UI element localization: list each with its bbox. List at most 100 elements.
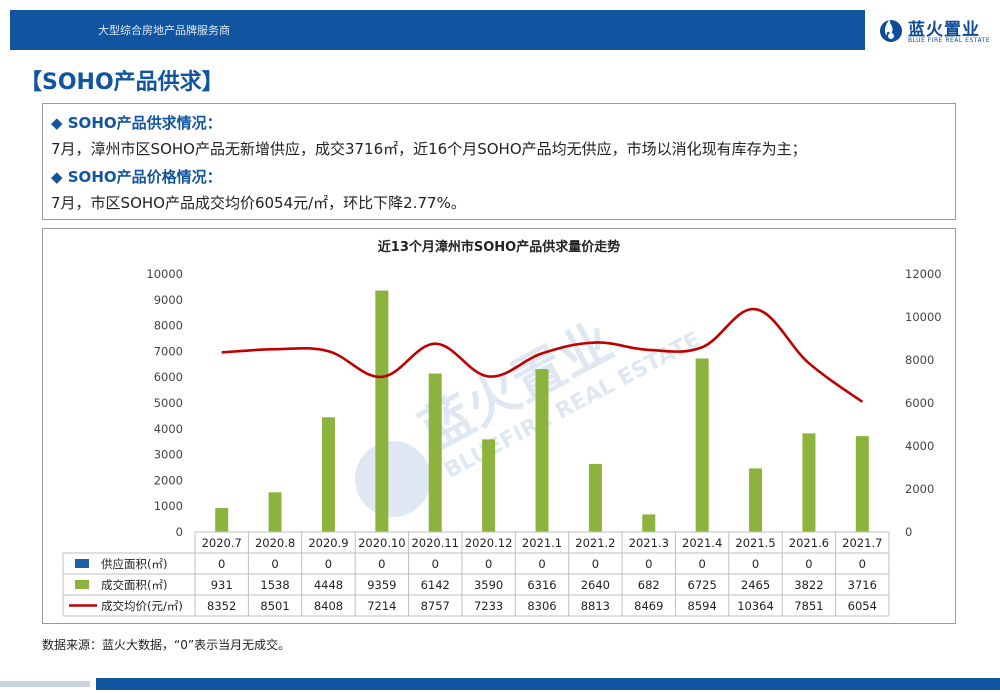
y-left-tick-label: 3000 xyxy=(154,448,183,462)
table-data-label: 0 xyxy=(752,557,759,571)
table-data-label: 7214 xyxy=(367,599,396,613)
legend-series-name: 成交面积(㎡) xyxy=(101,578,167,592)
legend-deal-swatch xyxy=(75,580,89,589)
footer-accent xyxy=(0,681,90,687)
y-left-tick-label: 7000 xyxy=(154,344,183,358)
y-left-tick-label: 0 xyxy=(176,525,183,539)
x-category-label: 2020.8 xyxy=(255,536,295,550)
chart-panel: 蓝火置业 BLUEFIRE REAL ESTATE 近13个月漳州市SOHO产品供求… xyxy=(42,228,956,624)
legend-series-name: 供应面积(㎡) xyxy=(101,557,167,571)
y-left-tick-label: 1000 xyxy=(154,499,183,513)
deal-area-bar xyxy=(268,492,282,532)
table-data-label: 931 xyxy=(211,578,233,592)
table-data-label: 0 xyxy=(592,557,599,571)
flame-logo-icon xyxy=(880,18,902,42)
table-data-label: 6142 xyxy=(421,578,450,592)
table-data-label: 6054 xyxy=(848,599,877,613)
table-data-label: 8469 xyxy=(634,599,663,613)
table-data-label: 8813 xyxy=(581,599,610,613)
table-data-label: 0 xyxy=(485,557,492,571)
table-data-label: 0 xyxy=(538,557,545,571)
y-left-tick-label: 8000 xyxy=(154,319,183,333)
table-data-label: 7233 xyxy=(474,599,503,613)
y-left-tick-label: 2000 xyxy=(154,473,183,487)
header-tagline: 大型综合房地产品牌服务商 xyxy=(98,24,230,37)
deal-area-bar xyxy=(642,514,656,532)
table-data-label: 3716 xyxy=(848,578,877,592)
y-right-tick-label: 6000 xyxy=(905,396,934,410)
table-data-label: 8757 xyxy=(421,599,450,613)
table-data-label: 2640 xyxy=(581,578,610,592)
legend-supply-swatch xyxy=(75,559,89,568)
x-category-label: 2020.10 xyxy=(358,536,406,550)
deal-area-bar xyxy=(802,433,816,532)
table-data-label: 1538 xyxy=(260,578,289,592)
avg-price-line xyxy=(221,307,864,403)
x-category-label: 2021.1 xyxy=(522,536,562,550)
table-data-label: 10364 xyxy=(737,599,774,613)
y-right-tick-label: 10000 xyxy=(905,310,942,324)
table-data-label: 8501 xyxy=(260,599,289,613)
x-category-label: 2020.11 xyxy=(411,536,459,550)
y-left-tick-label: 5000 xyxy=(154,396,183,410)
table-data-label: 2465 xyxy=(741,578,770,592)
table-data-label: 0 xyxy=(325,557,332,571)
deal-area-bar xyxy=(588,463,602,532)
table-data-label: 6316 xyxy=(527,578,556,592)
table-data-label: 0 xyxy=(218,557,225,571)
table-data-label: 4448 xyxy=(314,578,343,592)
legend-series-name: 成交均价(元/㎡) xyxy=(101,599,183,613)
table-data-label: 682 xyxy=(638,578,660,592)
y-right-tick-label: 0 xyxy=(905,525,912,539)
footer-bar xyxy=(96,678,1000,690)
x-category-label: 2021.2 xyxy=(575,536,615,550)
table-data-label: 7851 xyxy=(794,599,823,613)
table-data-label: 0 xyxy=(645,557,652,571)
table-data-label: 0 xyxy=(698,557,705,571)
supply-heading: ◆ SOHO产品供求情况： xyxy=(51,114,222,132)
summary-box: ◆ SOHO产品供求情况： 7月，漳州市区SOHO产品无新增供应，成交3716㎡… xyxy=(42,103,956,220)
watermark-flame-icon xyxy=(355,441,431,517)
table-data-label: 0 xyxy=(271,557,278,571)
deal-area-bar xyxy=(428,373,442,532)
deal-area-bar xyxy=(749,468,763,532)
y-left-tick-label: 10000 xyxy=(146,267,183,281)
x-category-label: 2020.9 xyxy=(308,536,348,550)
deal-area-bar xyxy=(375,290,389,532)
deal-area-bar xyxy=(695,358,709,532)
table-data-label: 0 xyxy=(805,557,812,571)
chart-title: 近13个月漳州市SOHO产品供求量价走势 xyxy=(378,239,620,255)
y-left-tick-label: 4000 xyxy=(154,422,183,436)
table-data-label: 8352 xyxy=(207,599,236,613)
table-data-label: 0 xyxy=(378,557,385,571)
deal-area-bar xyxy=(321,417,335,532)
deal-area-bar xyxy=(482,439,496,532)
table-data-label: 3822 xyxy=(794,578,823,592)
x-category-label: 2021.4 xyxy=(682,536,722,550)
y-left-tick-label: 9000 xyxy=(154,293,183,307)
deal-area-bar xyxy=(215,507,229,532)
page-title: 【SOHO产品供求】 xyxy=(20,70,224,95)
y-right-tick-label: 4000 xyxy=(905,439,934,453)
table-data-label: 9359 xyxy=(367,578,396,592)
table-data-label: 0 xyxy=(859,557,866,571)
table-data-label: 8594 xyxy=(688,599,717,613)
supply-text: 7月，漳州市区SOHO产品无新增供应，成交3716㎡，近16个月SOHO产品均无… xyxy=(51,140,807,158)
table-data-label: 8408 xyxy=(314,599,343,613)
y-right-tick-label: 12000 xyxy=(905,267,942,281)
table-data-label: 6725 xyxy=(688,578,717,592)
logo-name-en: BLUE FIRE REAL ESTATE xyxy=(908,37,991,44)
logo-name-cn: 蓝火置业 xyxy=(908,20,980,40)
brand-logo: 蓝火置业 BLUE FIRE REAL ESTATE xyxy=(878,10,996,50)
header-bar: 大型综合房地产品牌服务商 xyxy=(10,10,865,50)
x-category-label: 2021.6 xyxy=(789,536,829,550)
price-heading: ◆ SOHO产品价格情况： xyxy=(51,168,222,186)
x-category-label: 2020.12 xyxy=(465,536,513,550)
table-data-label: 0 xyxy=(432,557,439,571)
table-data-label: 8306 xyxy=(527,599,556,613)
y-right-tick-label: 8000 xyxy=(905,353,934,367)
deal-area-bar xyxy=(855,436,869,532)
price-text: 7月，市区SOHO产品成交均价6054元/㎡，环比下降2.77%。 xyxy=(51,194,466,212)
